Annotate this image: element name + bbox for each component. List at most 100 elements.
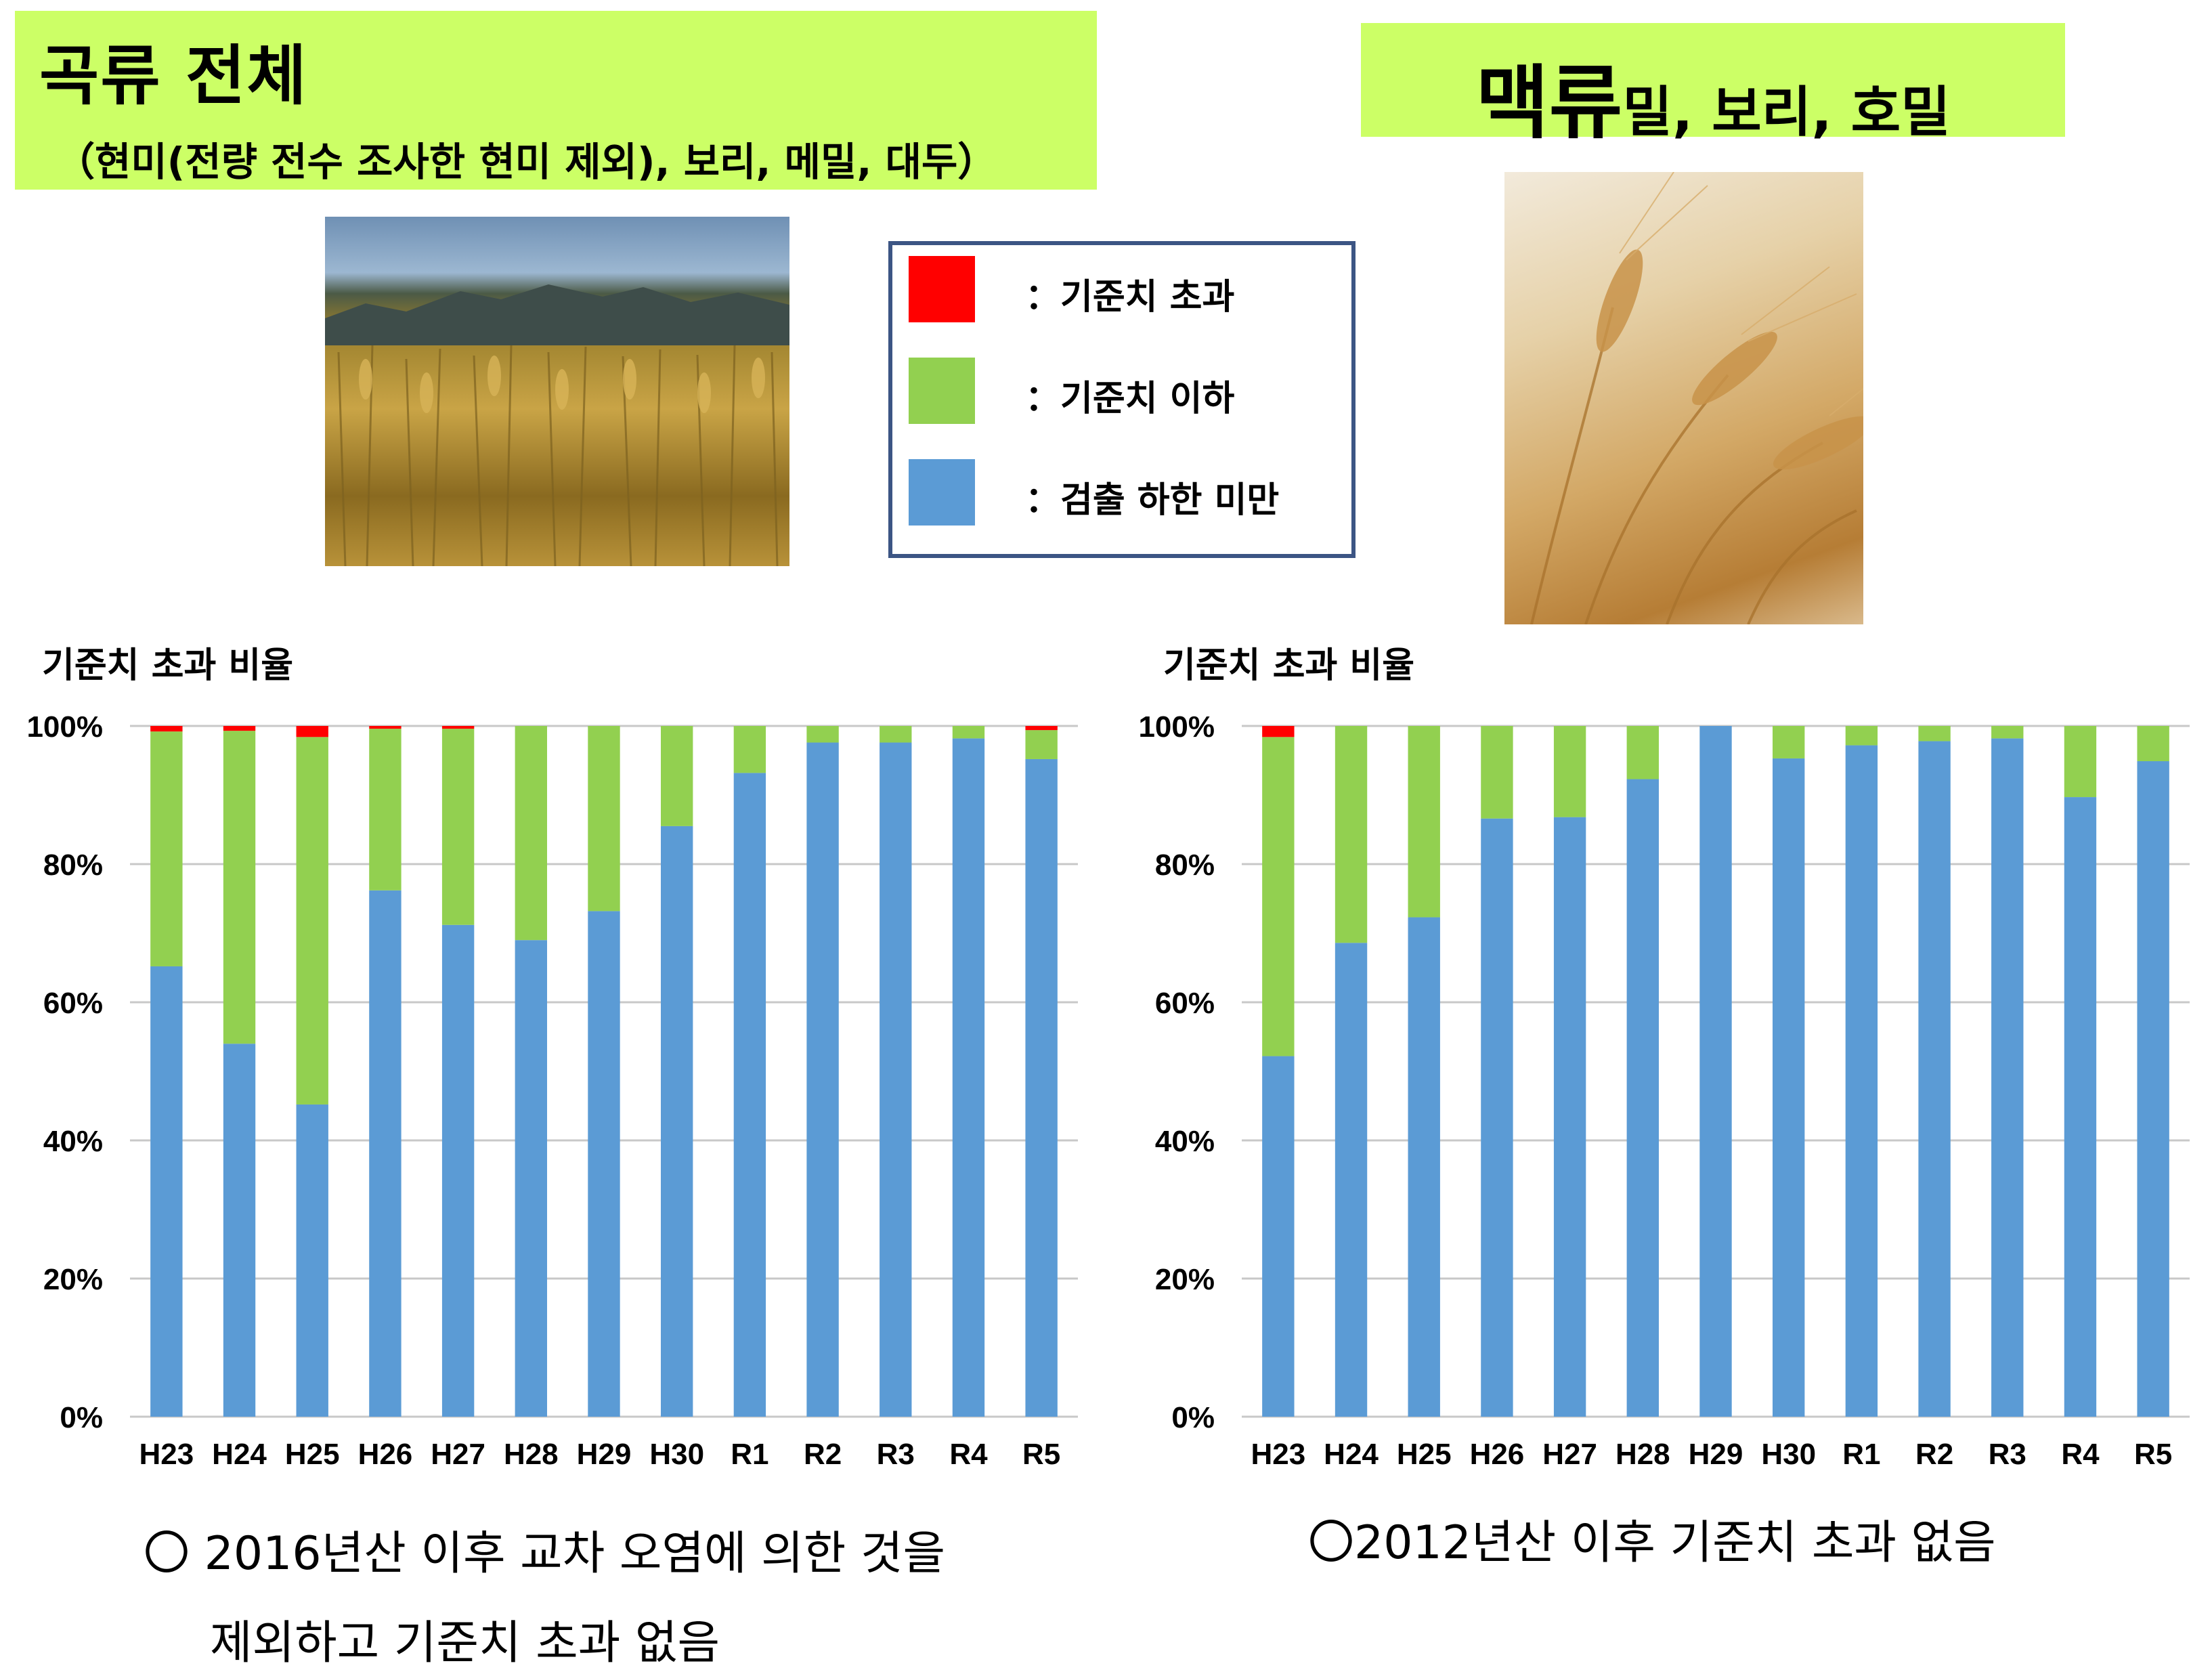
y-tick-label: 40% [43, 1125, 103, 1158]
bar-undetected-H29 [588, 911, 620, 1417]
bar-below-R2 [1918, 726, 1951, 742]
x-tick-label: R5 [2134, 1438, 2172, 1471]
bar-exceed-R5 [1025, 726, 1058, 731]
x-tick-label: R2 [1915, 1438, 1953, 1471]
x-tick-label: R5 [1022, 1438, 1060, 1471]
bar-below-H23 [1262, 737, 1295, 1056]
bar-exceed-H26 [369, 726, 402, 729]
bar-below-H24 [223, 731, 256, 1044]
x-tick-label: H28 [504, 1438, 559, 1471]
bar-undetected-H27 [441, 924, 475, 1417]
x-tick-label: H30 [1761, 1438, 1816, 1471]
bar-below-H29 [588, 726, 620, 912]
bar-undetected-H26 [1481, 818, 1513, 1417]
bar-below-R4 [952, 726, 985, 739]
x-tick-label: H30 [649, 1438, 704, 1471]
bar-undetected-R4 [2064, 797, 2097, 1417]
x-tick-label: R4 [2061, 1438, 2100, 1471]
x-tick-label: H28 [1615, 1438, 1670, 1471]
bar-undetected-R4 [952, 738, 985, 1417]
banner-all-grains: 곡류 전체 （현미(전량 전수 조사한 현미 제외), 보리, 메밀, 대두） [15, 11, 1097, 190]
note-all-grains-line1: 〇 2016년산 이후 교차 오염에 의한 것을 [144, 1527, 946, 1581]
bar-exceed-H24 [223, 726, 256, 731]
bar-below-H24 [1335, 726, 1368, 943]
legend-label-undetected: ：검출 하한 미만 [1025, 480, 1280, 521]
y-tick-label: 60% [1155, 987, 1215, 1020]
x-tick-label: R1 [731, 1438, 768, 1471]
bar-undetected-H25 [296, 1104, 328, 1417]
x-tick-label: R4 [949, 1438, 988, 1471]
bar-below-R3 [880, 726, 912, 743]
x-tick-label: H29 [577, 1438, 632, 1471]
bar-undetected-H24 [1335, 943, 1368, 1417]
bar-undetected-H25 [1408, 917, 1440, 1417]
y-tick-label: 20% [1155, 1263, 1215, 1296]
wheat-field-photo [325, 217, 789, 566]
bar-undetected-H30 [661, 826, 693, 1417]
y-tick-label: 0% [60, 1401, 103, 1434]
bar-undetected-H24 [223, 1044, 256, 1417]
bar-undetected-H30 [1773, 758, 1805, 1417]
x-tick-label: R3 [1989, 1438, 2026, 1471]
legend-swatch-exceed [909, 256, 975, 322]
y-tick-label: 100% [1138, 710, 1215, 744]
bar-below-R5 [2137, 726, 2169, 762]
bar-undetected-H29 [1699, 726, 1732, 1417]
banner-wheat-barley-subtitle: 밀, 보리, 호밀 [1622, 81, 1951, 144]
bar-below-R2 [806, 726, 839, 743]
x-tick-label: H24 [1324, 1438, 1379, 1471]
x-tick-label: H25 [285, 1438, 340, 1471]
x-tick-label: H26 [358, 1438, 413, 1471]
bar-below-H28 [515, 726, 547, 941]
legend-swatch-below [909, 358, 975, 424]
bar-undetected-H26 [369, 890, 402, 1417]
bar-below-H25 [1408, 726, 1440, 918]
bar-undetected-R2 [1918, 741, 1951, 1417]
y-tick-label: 80% [1155, 849, 1215, 882]
y-tick-label: 40% [1155, 1125, 1215, 1158]
x-tick-label: H23 [1251, 1438, 1305, 1471]
bar-below-R1 [733, 726, 766, 773]
bar-exceed-H25 [296, 726, 328, 737]
y-tick-label: 20% [43, 1263, 103, 1296]
x-tick-label: H24 [212, 1438, 267, 1471]
bar-undetected-R5 [2137, 761, 2169, 1417]
bar-undetected-R1 [1845, 745, 1878, 1417]
bar-below-H26 [1481, 726, 1513, 819]
x-tick-label: R1 [1842, 1438, 1880, 1471]
bar-undetected-H23 [1262, 1056, 1295, 1417]
barley-ear-photo [1504, 172, 1863, 624]
chart-title-right: 기준치 초과 비율 [1163, 645, 1415, 686]
bar-exceed-H23 [150, 726, 183, 732]
x-tick-label: R3 [877, 1438, 915, 1471]
bar-below-H27 [441, 729, 475, 925]
bar-below-H26 [369, 729, 402, 891]
banner-all-grains-title: 곡류 전체 [39, 38, 308, 114]
bar-undetected-H28 [515, 940, 547, 1417]
legend: ：기준치 초과 ：기준치 이하 ：검출 하한 미만 [888, 241, 1356, 558]
bar-undetected-R1 [733, 773, 766, 1417]
barley-ear-image [1530, 172, 1863, 624]
note-wheat-barley: 〇2012년산 이후 기준치 초과 없음 [1308, 1516, 1996, 1570]
bar-below-R1 [1845, 726, 1878, 746]
bar-below-R3 [1991, 726, 2024, 739]
y-tick-label: 100% [26, 710, 103, 744]
bar-undetected-R2 [806, 742, 839, 1417]
bar-below-H25 [296, 737, 328, 1105]
bar-exceed-H27 [441, 726, 475, 729]
bar-below-R4 [2064, 726, 2097, 798]
bar-below-R5 [1025, 730, 1058, 759]
x-tick-label: H23 [139, 1438, 194, 1471]
x-tick-label: H26 [1470, 1438, 1525, 1471]
note-all-grains-line2: 제외하고 기준치 초과 없음 [210, 1616, 720, 1670]
bar-undetected-H27 [1553, 817, 1586, 1417]
legend-label-below: ：기준치 이하 [1025, 379, 1235, 419]
x-tick-label: R2 [804, 1438, 842, 1471]
bar-undetected-R3 [880, 742, 912, 1417]
bar-undetected-R5 [1025, 758, 1058, 1417]
x-tick-label: H27 [1542, 1438, 1597, 1471]
bar-below-H27 [1553, 726, 1586, 817]
bar-below-H23 [150, 731, 183, 966]
